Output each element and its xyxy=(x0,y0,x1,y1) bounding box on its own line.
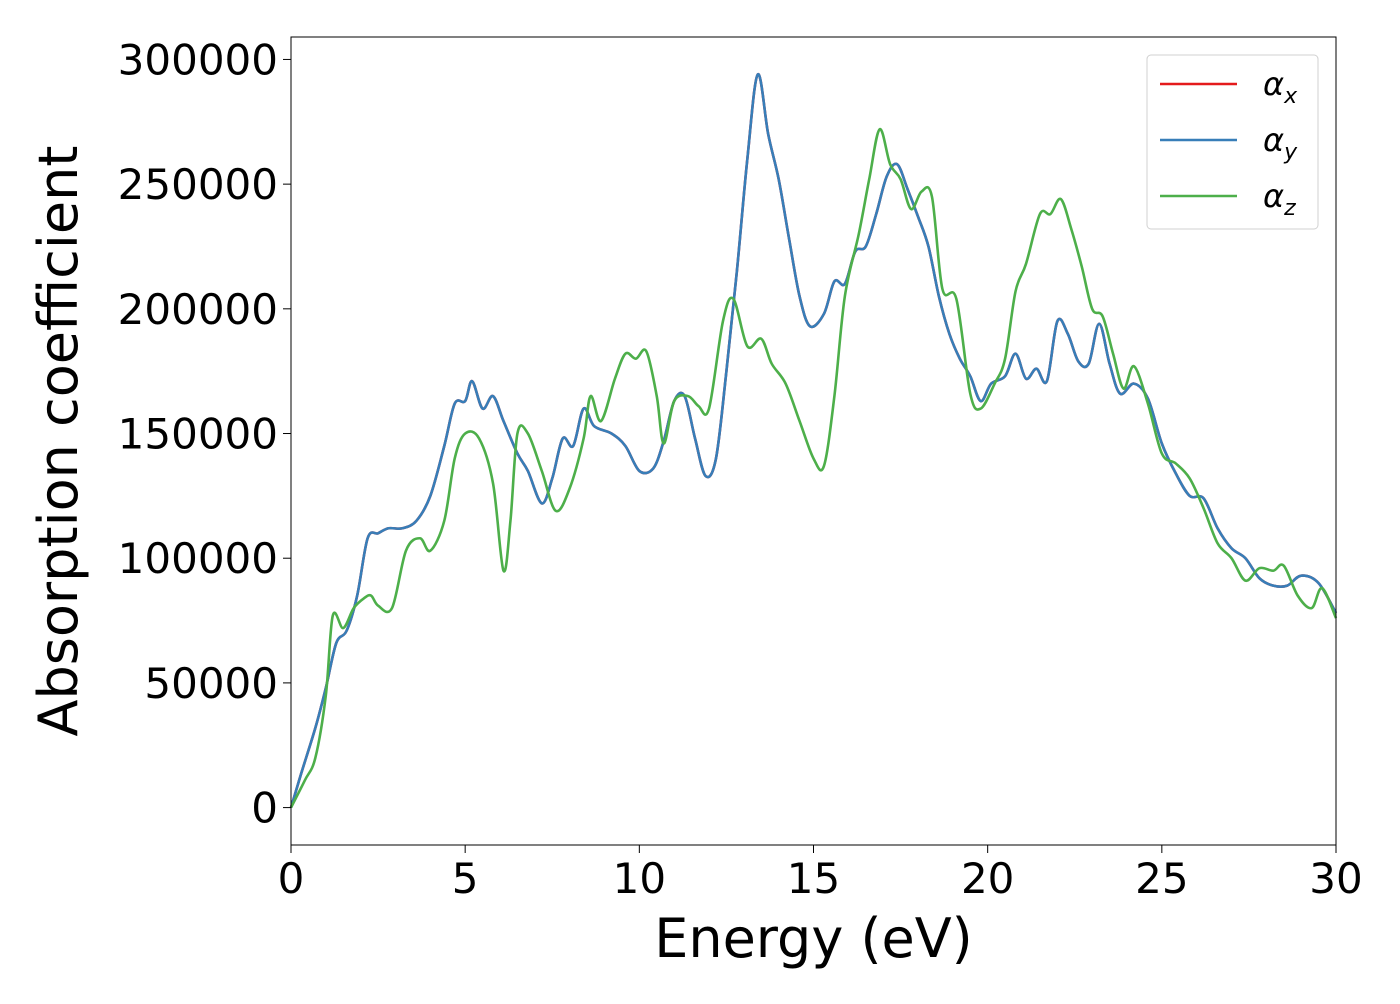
y-ticks: 0 50000 100000 150000 200000 250000 300000 xyxy=(118,35,291,833)
x-tick-label: 15 xyxy=(787,854,840,903)
x-ticks: 0 5 10 15 20 25 30 xyxy=(278,845,1363,903)
y-tick-label: 150000 xyxy=(118,410,278,459)
x-tick-label: 0 xyxy=(278,854,305,903)
y-tick-label: 200000 xyxy=(118,285,278,334)
y-axis-label: Absorption coefficient xyxy=(27,146,90,737)
series-layer xyxy=(289,73,1338,809)
y-tick-label: 250000 xyxy=(118,160,278,209)
x-tick-label: 5 xyxy=(452,854,479,903)
legend-label-x: αx xyxy=(1263,65,1298,109)
x-tick-label: 10 xyxy=(613,854,666,903)
series-line-z xyxy=(289,127,1338,809)
series-line-y xyxy=(289,73,1338,808)
legend-label-y: αy xyxy=(1263,121,1298,165)
y-tick-label: 100000 xyxy=(118,534,278,583)
x-tick-label: 20 xyxy=(961,854,1014,903)
x-axis-label: Energy (eV) xyxy=(654,907,973,970)
x-tick-label: 25 xyxy=(1135,854,1188,903)
legend: αx αy αz xyxy=(1146,54,1319,230)
y-tick-label: 0 xyxy=(251,784,278,833)
x-tick-label: 30 xyxy=(1309,854,1362,903)
legend-items: αx αy αz xyxy=(1160,65,1298,221)
y-tick-label: 50000 xyxy=(144,659,278,708)
legend-box xyxy=(1146,54,1319,230)
legend-label-z: αz xyxy=(1263,177,1296,221)
y-tick-label: 300000 xyxy=(118,35,278,84)
